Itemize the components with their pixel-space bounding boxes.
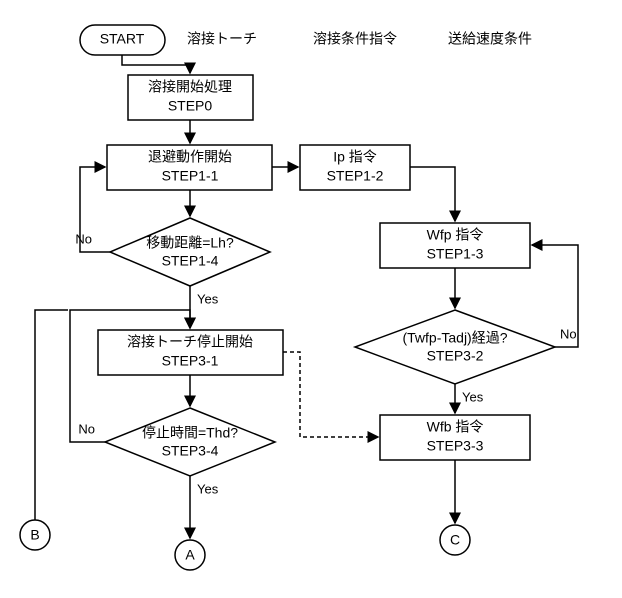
step1_1-line2: STEP1-1 (162, 168, 219, 184)
step0-line1: 溶接開始処理 (148, 79, 232, 95)
step0-line2: STEP0 (168, 98, 213, 114)
start-label: START (100, 31, 145, 47)
step1_4-no-label: No (75, 231, 92, 246)
header-col2: 溶接条件指令 (313, 31, 397, 47)
edge-dashed-step3_1-step3_3 (283, 352, 378, 437)
step3_3-line2: STEP3-3 (427, 438, 484, 454)
edge-step1_2-step1_3 (410, 167, 455, 221)
step3_1-line1: 溶接トーチ停止開始 (127, 334, 253, 350)
flowchart-canvas: 溶接トーチ 溶接条件指令 送給速度条件 START 溶接開始処理 STEP0 退… (0, 0, 622, 598)
header-col3: 送給速度条件 (448, 31, 532, 47)
connector-a-label: A (185, 547, 195, 563)
step3_2-yes-label: Yes (462, 389, 484, 404)
edge-start-step0 (122, 55, 190, 73)
step3_2-line2: STEP3-2 (427, 348, 484, 364)
connector-c-label: C (450, 532, 460, 548)
step1_3-line2: STEP1-3 (427, 246, 484, 262)
edge-connector-b (35, 310, 68, 520)
step1_3-line1: Wfp 指令 (427, 227, 484, 243)
step3_3-line1: Wfb 指令 (427, 419, 484, 435)
step3_4-no-label: No (78, 421, 95, 436)
connector-b-label: B (30, 527, 39, 543)
step1_2-line1: Ip 指令 (333, 149, 377, 165)
step3_1-line2: STEP3-1 (162, 353, 219, 369)
step1_4-line2: STEP1-4 (162, 253, 219, 269)
step1_4-yes-label: Yes (197, 291, 219, 306)
step3_2-no-label: No (560, 326, 577, 341)
step3_4-line2: STEP3-4 (162, 443, 219, 459)
step1_1-line1: 退避動作開始 (148, 149, 232, 165)
step3_2-line1: (Twfp-Tadj)経過? (402, 330, 507, 346)
step3_4-yes-label: Yes (197, 481, 219, 496)
header-col1: 溶接トーチ (187, 31, 257, 47)
step1_2-line2: STEP1-2 (327, 168, 384, 184)
step1_4-line1: 移動距離=Lh? (146, 235, 234, 251)
step3_4-line1: 停止時間=Thd? (142, 425, 238, 441)
